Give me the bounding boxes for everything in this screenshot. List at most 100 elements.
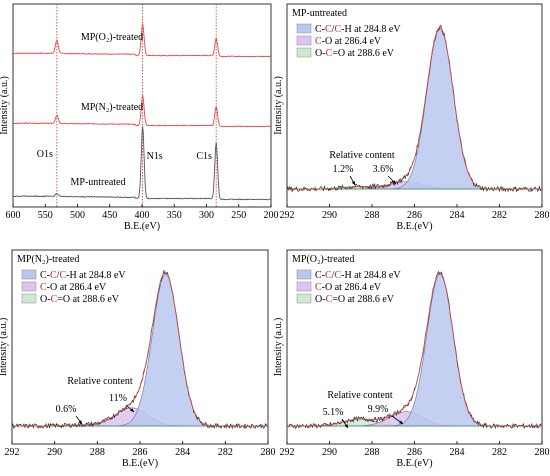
x-axis-label: B.E.(eV) <box>122 458 158 469</box>
legend-label-part: / <box>332 24 335 35</box>
relative-value: 0.6% <box>56 404 77 415</box>
legend-swatch <box>21 293 37 304</box>
peak-label: C1s <box>196 151 212 162</box>
legend-label-part: =O at 288.6 eV <box>57 294 120 305</box>
legend-swatch <box>21 281 37 292</box>
arrow-head <box>399 420 403 424</box>
legend-label-part: C <box>51 294 58 305</box>
panel-0: 600 550 500 450 400 350 300 250 200 B.E.(eV) Inten… <box>0 3 279 232</box>
x-tick-label: 290 <box>322 210 337 221</box>
legend-label-part: C- <box>315 24 325 35</box>
series-label: MP(N₂)-treated <box>81 102 143 113</box>
series-line <box>12 23 272 58</box>
x-tick-label: 284 <box>175 447 190 458</box>
legend-label-part: C <box>326 294 333 305</box>
x-tick-label: 290 <box>322 447 337 458</box>
x-axis-label: B.E.(eV) <box>396 221 432 232</box>
legend-swatch <box>296 281 312 292</box>
legend-label: O-C=O at 288.6 eV <box>315 294 395 305</box>
fit-envelope <box>287 26 541 190</box>
relative-value: 3.6% <box>373 164 394 175</box>
series-label: MP-untreated <box>71 177 126 188</box>
legend-label-part: C <box>315 36 322 47</box>
legend-label-part: -H at 284.8 eV <box>341 270 401 281</box>
legend-label-part: O- <box>40 294 51 305</box>
series-line <box>12 126 272 201</box>
arrow-head <box>344 424 348 428</box>
arrow-head <box>351 181 355 185</box>
legend-label: C-C/C-H at 284.8 eV <box>40 270 126 281</box>
x-tick-label: 286 <box>407 210 422 221</box>
x-tick-label: 288 <box>365 447 380 458</box>
legend-label-part: C <box>325 24 332 35</box>
x-tick-label: 292 <box>280 447 295 458</box>
relative-value: 9.9% <box>368 404 389 415</box>
legend-label-part: O- <box>315 294 326 305</box>
legend-label: O-C=O at 288.6 eV <box>315 48 395 59</box>
legend-label-part: C- <box>40 270 50 281</box>
legend-label-part: O- <box>315 48 326 59</box>
series-label: MP(O₂)-treated <box>81 32 143 43</box>
legend-label-part: -O at 286.4 eV <box>322 282 382 293</box>
series-line <box>12 95 272 128</box>
legend-swatch <box>21 269 37 280</box>
legend-swatch <box>296 269 312 280</box>
relative-value: 1.2% <box>333 164 354 175</box>
panel-1: 292 290 288 286 284 282 280 B.E.(eV) Intensity (… <box>273 3 550 232</box>
legend-label-part: C <box>40 282 47 293</box>
panel-title: MP(N₂)-treated <box>17 254 79 265</box>
legend-swatch <box>296 47 312 58</box>
fit-envelope <box>287 272 541 427</box>
legend-label-part: C <box>334 270 341 281</box>
legend-label: C-O at 286.4 eV <box>315 282 382 293</box>
x-tick-label: 280 <box>535 447 550 458</box>
legend-label-part: / <box>57 270 60 281</box>
legend-label-part: -O at 286.4 eV <box>322 36 382 47</box>
legend-label-part: =O at 288.6 eV <box>332 294 395 305</box>
legend-label-part: =O at 288.6 eV <box>332 48 395 59</box>
legend-label: C-C/C-H at 284.8 eV <box>315 270 401 281</box>
legend-label-part: C <box>50 270 57 281</box>
x-tick-label: 300 <box>199 210 214 221</box>
relative-value: 11% <box>109 393 127 404</box>
x-tick-label: 282 <box>492 210 507 221</box>
x-tick-label: 350 <box>167 210 182 221</box>
x-tick-label: 450 <box>102 210 117 221</box>
relative-content-title: Relative content <box>329 150 394 161</box>
legend-swatch <box>296 23 312 34</box>
legend-label-part: C <box>334 24 341 35</box>
x-tick-label: 200 <box>264 210 279 221</box>
y-axis-label: Intensity (a.u.) <box>0 76 10 135</box>
relative-value: 5.1% <box>323 407 344 418</box>
x-tick-label: 282 <box>492 447 507 458</box>
y-axis-label: Intensity (a.u.) <box>273 318 284 377</box>
legend-label-part: C <box>59 270 66 281</box>
legend-label-part: -H at 284.8 eV <box>341 24 401 35</box>
x-tick-label: 286 <box>133 447 148 458</box>
legend-label-part: C <box>315 282 322 293</box>
arrow-head <box>78 420 82 424</box>
x-tick-label: 280 <box>535 210 550 221</box>
legend-label-part: -O at 286.4 eV <box>47 282 107 293</box>
peak-label: N1s <box>147 151 163 162</box>
x-tick-label: 282 <box>218 447 233 458</box>
arrow-head <box>392 180 396 184</box>
panel-title: MP-untreated <box>292 8 347 19</box>
x-tick-label: 284 <box>450 447 465 458</box>
x-axis-label: B.E.(eV) <box>124 221 160 232</box>
x-tick-label: 500 <box>70 210 85 221</box>
x-tick-label: 250 <box>231 210 246 221</box>
y-axis-label: Intensity (a.u.) <box>0 318 9 377</box>
x-tick-label: 288 <box>365 210 380 221</box>
legend-label: C-O at 286.4 eV <box>40 282 107 293</box>
y-axis-label: Intensity (a.u.) <box>273 76 284 135</box>
x-axis-label: B.E.(eV) <box>396 458 432 469</box>
x-tick-label: 292 <box>280 210 295 221</box>
x-tick-label: 280 <box>261 447 276 458</box>
legend-swatch <box>296 293 312 304</box>
legend-label-part: / <box>332 270 335 281</box>
panel-2: 292 290 288 286 284 282 280 B.E.(eV) Intensity (… <box>0 249 276 469</box>
legend-label: C-O at 286.4 eV <box>315 36 382 47</box>
x-tick-label: 286 <box>407 447 422 458</box>
